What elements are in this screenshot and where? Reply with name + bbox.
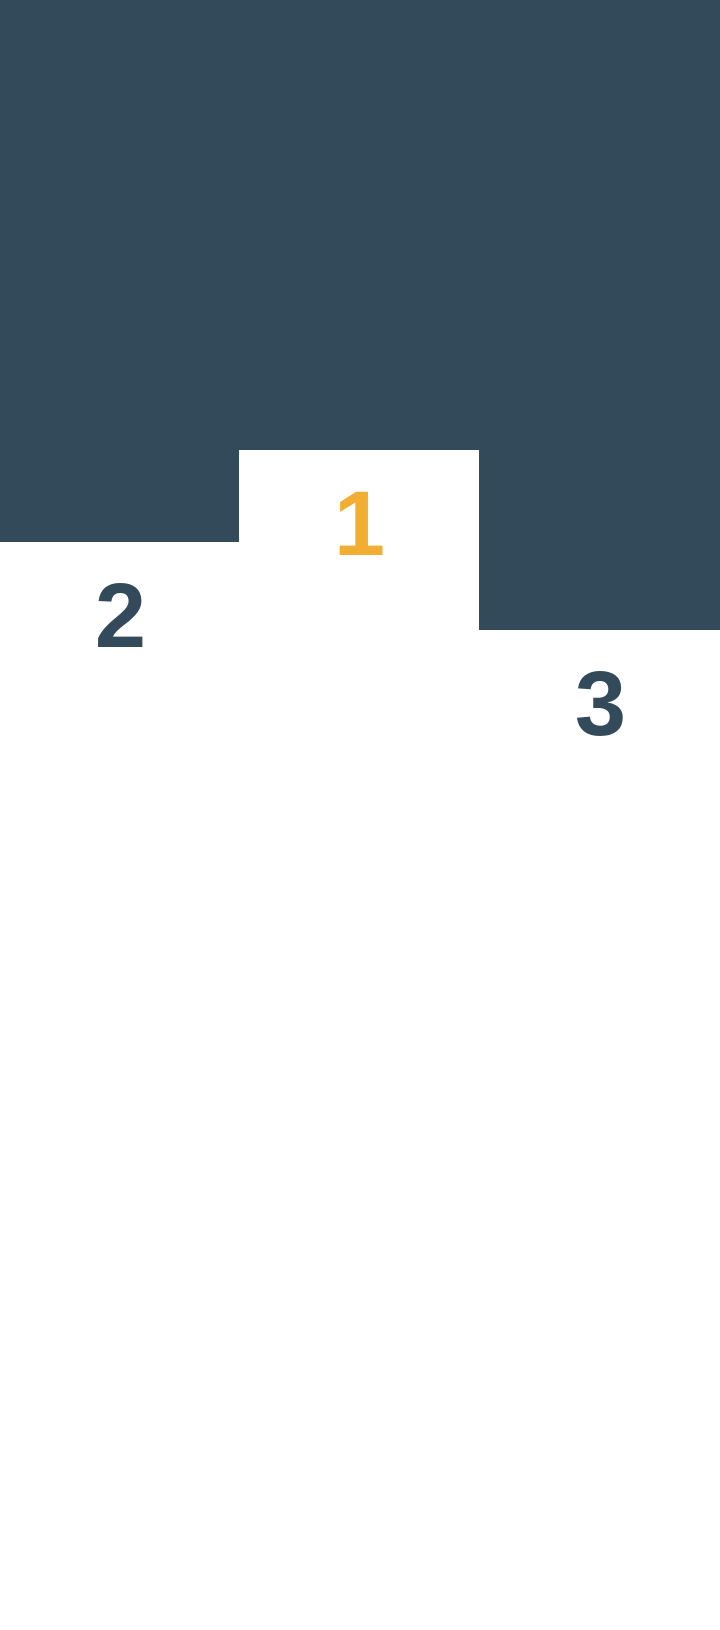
podium-second-place: 2 [0, 542, 240, 1542]
podium-first-place: 1 [239, 450, 479, 1450]
rank-label-third: 3 [574, 653, 626, 755]
rank-label-second: 2 [94, 565, 146, 667]
rank-label-first: 1 [333, 473, 385, 575]
podium-third-place: 3 [480, 630, 720, 1630]
